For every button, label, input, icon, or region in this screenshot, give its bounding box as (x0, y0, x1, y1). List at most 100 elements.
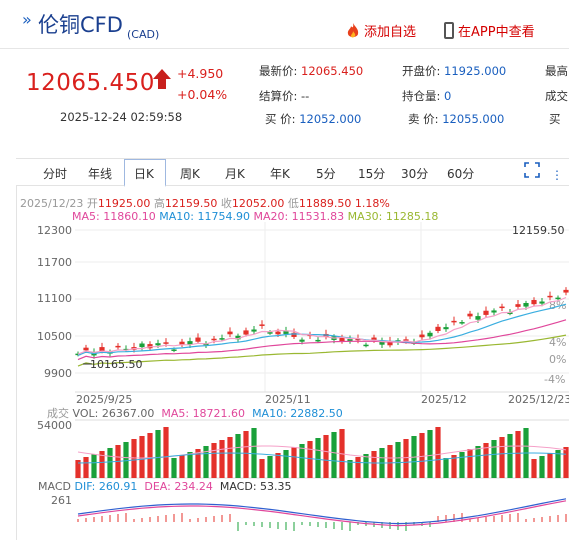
candle-body (75, 353, 81, 356)
tab-timeshare[interactable]: 分时 (43, 167, 68, 181)
candle-body (267, 332, 273, 334)
tab-30min[interactable]: 30分 (401, 167, 429, 181)
vol-ma10-value: 22882.50 (290, 407, 343, 420)
volume-bar (275, 453, 281, 478)
candle-body (531, 300, 537, 305)
latest-price-field: 最新价: 12065.450 (259, 63, 363, 79)
pct-tick: 0% (549, 353, 567, 366)
volume-bar (203, 446, 209, 478)
volume-bar (139, 436, 145, 478)
volume-bar (467, 449, 473, 478)
volume-bar (163, 427, 169, 478)
max-price-label: 12159.50 (512, 224, 565, 237)
volume-bar (227, 437, 233, 478)
volume-bar (123, 442, 129, 478)
candle-body (123, 348, 129, 351)
candle-body (299, 339, 305, 342)
vol-ma5-value: 18721.60 (192, 407, 246, 420)
volume-bar (291, 447, 297, 478)
dif-value: 260.91 (98, 480, 138, 493)
tab-monthly-k[interactable]: 月K (225, 167, 245, 181)
volume-bar (371, 451, 377, 478)
price-change-pct: +0.04% (177, 87, 228, 102)
header-divider (0, 48, 569, 49)
ma10-label: MA10: (159, 210, 194, 223)
ma10-line (77, 303, 567, 356)
vol-value: 26367.00 (101, 407, 155, 420)
volume-bar (427, 430, 433, 478)
volume-bar (219, 440, 225, 478)
up-arrow-icon (153, 69, 171, 89)
ma5-value: 11860.10 (103, 210, 156, 223)
volume-bar (403, 439, 409, 478)
tab-year-line[interactable]: 年线 (88, 167, 113, 181)
volume-bar (435, 427, 441, 478)
tab-5min[interactable]: 5分 (316, 167, 336, 181)
price-change: +4.950 (177, 66, 224, 81)
currency-label: (CAD) (127, 28, 160, 41)
volume-bar (387, 445, 393, 478)
bid-price-value: 12052.000 (299, 112, 362, 126)
volume-bar (91, 454, 97, 478)
open-in-app-button[interactable]: 在APP中查看 (444, 21, 535, 40)
chart-left-border (16, 186, 17, 540)
add-watchlist-button[interactable]: 添加自选 (346, 21, 416, 40)
volume-bar (307, 441, 313, 478)
more-icon[interactable]: ⋮ (551, 168, 563, 182)
candle-body (483, 310, 489, 315)
ma5-label: MA5: (72, 210, 100, 223)
kline-date: 2025/12/23 (20, 197, 84, 210)
candle-body (347, 339, 353, 342)
tab-daily-k[interactable]: 日K (134, 167, 154, 181)
bid-price-field: 买 价: 12052.000 (265, 111, 361, 127)
macd-info-line: MACD DIF: 260.91 DEA: 234.24 MACD: 53.35 (38, 480, 292, 493)
tab-60min[interactable]: 60分 (447, 167, 475, 181)
volume-bar (187, 452, 193, 478)
volume-bar (107, 448, 113, 478)
dif-line (77, 498, 567, 525)
vol-label: VOL: (72, 407, 99, 420)
volume-bar (155, 430, 161, 478)
latest-price-value: 12065.450 (301, 64, 364, 78)
tab-15min[interactable]: 15分 (358, 167, 386, 181)
volume-bar (267, 456, 273, 478)
volume-bar (323, 435, 329, 478)
volume-bar (347, 460, 353, 478)
volume-bar (539, 456, 545, 478)
candle-body (283, 330, 289, 334)
volume-bar (211, 443, 217, 478)
volume-bar (283, 450, 289, 478)
macd-label: MACD: (219, 480, 257, 493)
candle-body (243, 330, 249, 335)
candle-body (459, 322, 465, 324)
tab-yearly-k[interactable]: 年K (270, 167, 290, 181)
ma30-line (77, 334, 567, 367)
candle-body (195, 337, 201, 342)
kline-open: 11925.00 (97, 197, 151, 210)
volume-bar (259, 459, 265, 478)
dea-line (77, 500, 567, 527)
candle-body (555, 297, 561, 300)
candle-body (467, 313, 473, 317)
open-price-value: 11925.000 (444, 64, 507, 78)
candle-body (363, 344, 369, 347)
x-tick: 2025/9/25 (76, 393, 133, 406)
volume-bar (475, 446, 481, 478)
candle-body (315, 339, 321, 342)
candle-body (515, 304, 521, 307)
kline-close-label: 收 (220, 197, 232, 210)
tab-weekly-k[interactable]: 周K (180, 167, 200, 181)
ma30-label: MA30: (347, 210, 383, 223)
y-tick: 12300 (37, 224, 72, 237)
candle-body (235, 335, 241, 340)
candle-body (187, 341, 193, 345)
ma30-value: 11285.18 (385, 210, 439, 223)
pct-tick: 4% (549, 336, 567, 349)
candle-body (387, 341, 393, 346)
fullscreen-icon[interactable] (524, 162, 540, 178)
settle-price-field: 结算价: -- (259, 88, 309, 104)
instrument-title: 伦铜CFD (38, 13, 123, 37)
candle-body (435, 326, 441, 331)
volume-bar (515, 431, 521, 478)
